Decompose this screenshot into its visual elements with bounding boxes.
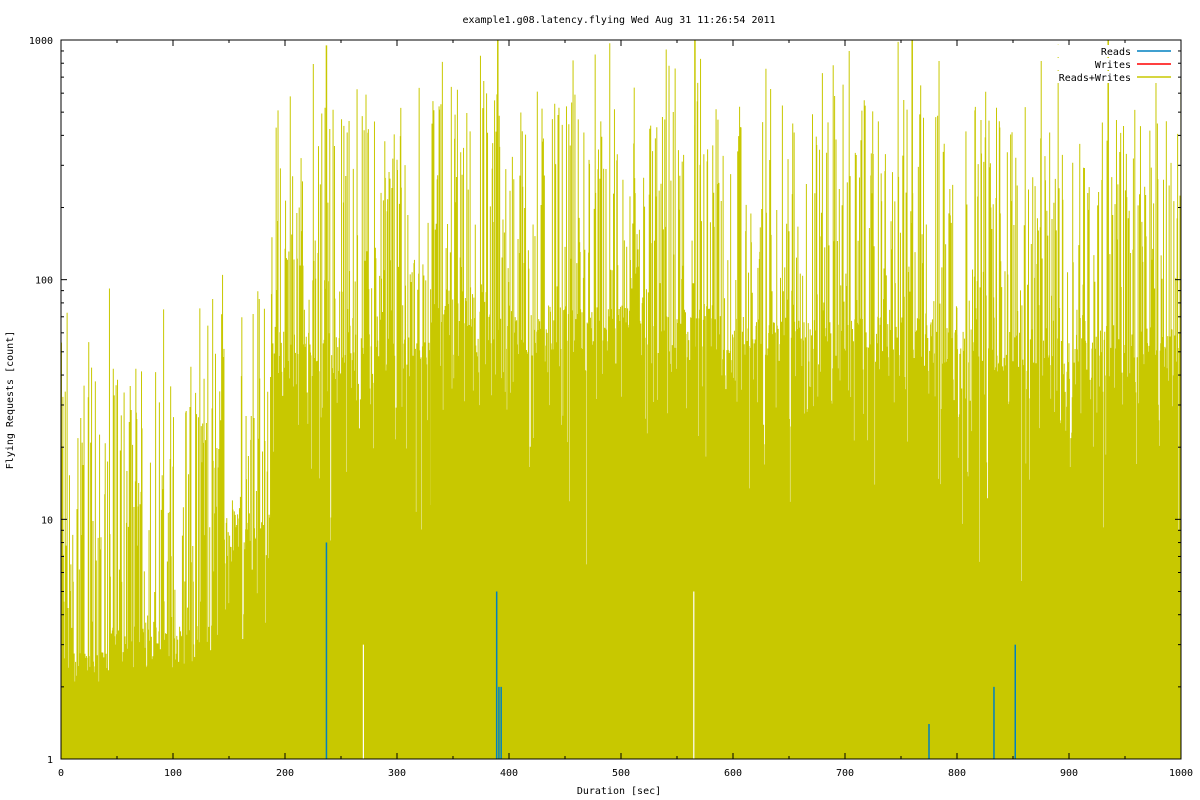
y-tick-label: 10 (41, 515, 53, 526)
x-tick-label: 300 (388, 768, 406, 779)
x-tick-label: 800 (948, 768, 966, 779)
y-tick-label: 100 (35, 276, 53, 287)
y-axis-label: Flying Requests [count] (5, 331, 16, 469)
x-tick-label: 600 (724, 768, 742, 779)
x-tick-label: 0 (58, 768, 64, 779)
plot-area (60, 40, 1182, 759)
x-tick-label: 1000 (1169, 768, 1193, 779)
legend-bg (1052, 58, 1177, 70)
legend-label: Reads+Writes (1059, 73, 1131, 84)
x-axis: 0 100 200 300 400 500 600 700 800 900 1000 (58, 40, 1193, 779)
x-tick-label: 100 (164, 768, 182, 779)
chart-title: example1.g08.latency.flying Wed Aug 31 1… (462, 15, 775, 26)
y-tick-label: 1 (47, 755, 53, 766)
x-tick-label: 200 (276, 768, 294, 779)
x-axis-label: Duration [sec] (577, 786, 661, 797)
x-tick-label: 400 (500, 768, 518, 779)
legend-label: Writes (1095, 60, 1131, 71)
rw-impulses (60, 41, 1182, 759)
x-tick-label: 700 (836, 768, 854, 779)
x-tick-label: 900 (1060, 768, 1078, 779)
legend-bg (1052, 71, 1177, 83)
legend: Reads Writes Reads+Writes (1052, 45, 1177, 84)
y-tick-label: 1000 (29, 36, 53, 47)
legend-bg (1052, 45, 1177, 57)
y-axis: 1 10 100 1000 (29, 36, 1181, 766)
legend-label: Reads (1101, 47, 1131, 58)
x-tick-label: 500 (612, 768, 630, 779)
